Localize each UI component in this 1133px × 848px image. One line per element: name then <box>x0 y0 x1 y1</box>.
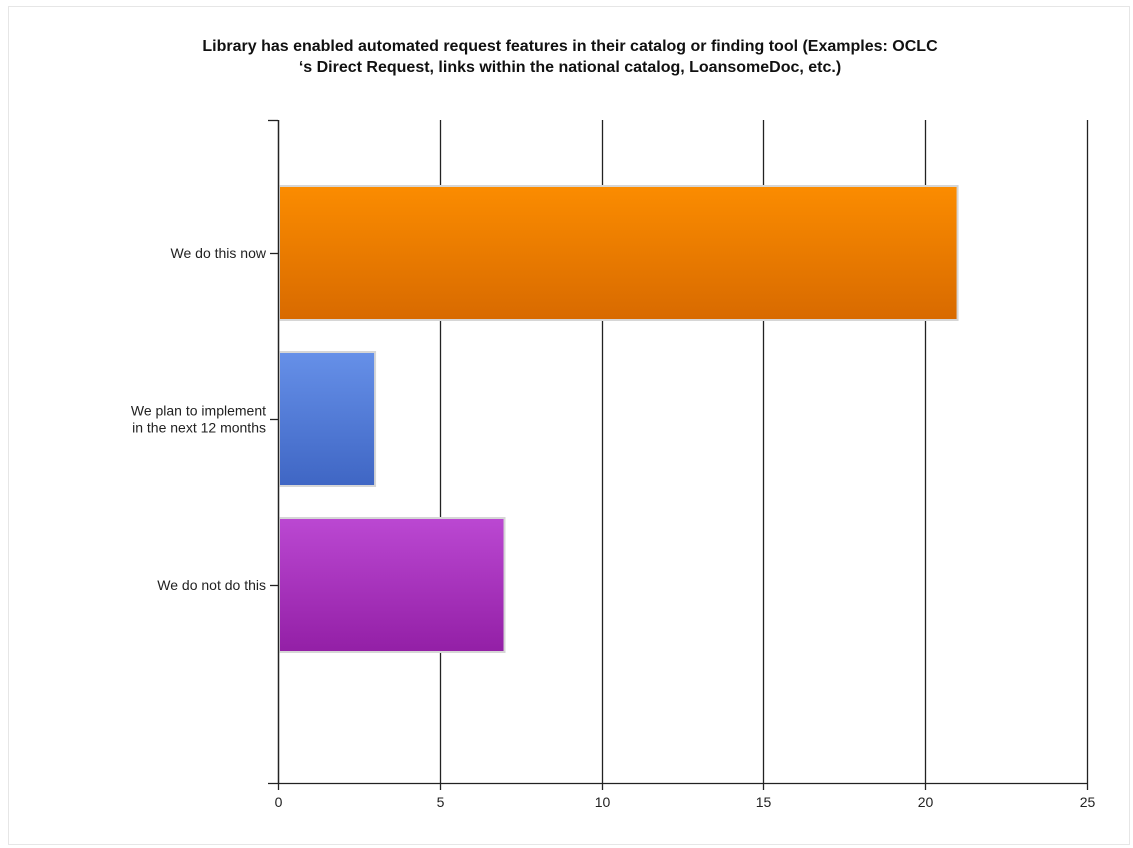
x-tick-label-10: 10 <box>595 794 611 810</box>
category-label-1-line-0: We plan to implement <box>131 403 266 419</box>
bar-1 <box>278 351 377 487</box>
bar-2 <box>278 517 506 653</box>
x-tick-label-20: 20 <box>918 794 934 810</box>
chart-frame <box>8 6 1130 845</box>
category-label-0-line-0: We do this now <box>171 245 267 261</box>
bars <box>278 185 959 653</box>
chart-title-line-2: ‘s Direct Request, links within the nati… <box>298 59 842 76</box>
x-tick-label-0: 0 <box>275 794 283 810</box>
x-tick-label-15: 15 <box>756 794 772 810</box>
category-label-1-line-1: in the next 12 months <box>132 420 266 436</box>
bar-0 <box>278 185 959 321</box>
chart-title: Library has enabled automated request fe… <box>60 36 1080 78</box>
category-label-2-line-0: We do not do this <box>157 577 266 593</box>
x-tick-label-25: 25 <box>1080 794 1096 810</box>
axes <box>268 119 1087 785</box>
chart-title-line-1: Library has enabled automated request fe… <box>202 38 938 55</box>
x-tick-label-5: 5 <box>437 794 445 810</box>
labels: 0 5 10 15 20 25 We do this now We plan to imple… <box>131 245 1096 810</box>
